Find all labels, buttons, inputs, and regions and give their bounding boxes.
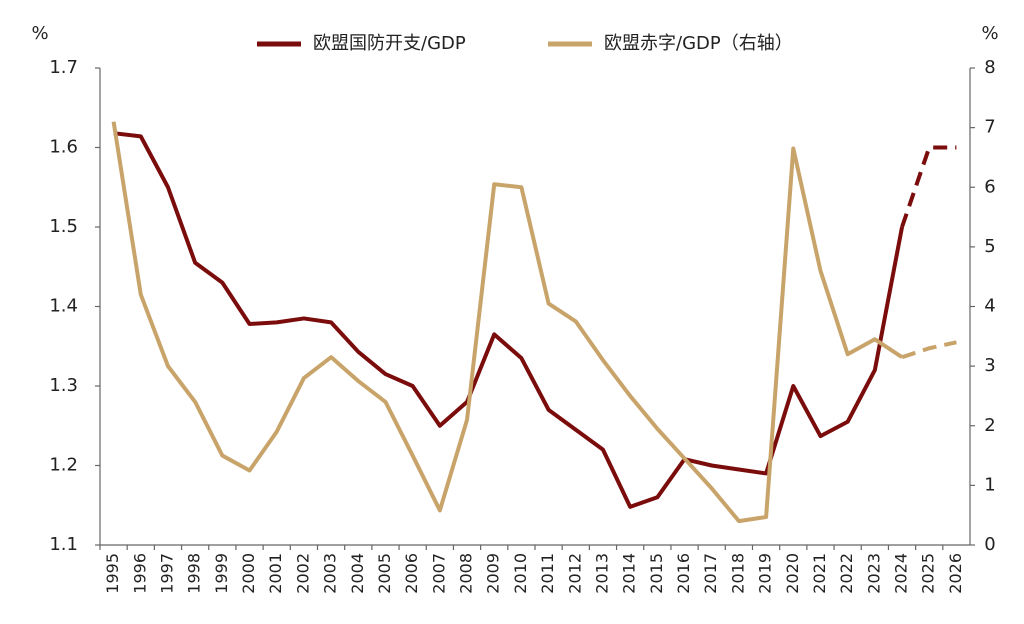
y-tick-label: 1.5 — [49, 216, 78, 237]
y2-tick-label: 6 — [984, 176, 995, 197]
y2-unit: % — [981, 23, 998, 44]
x-tick-label: 2020 — [783, 553, 802, 594]
x-tick-label: 2014 — [620, 553, 639, 594]
x-tick-label: 2025 — [919, 553, 938, 594]
x-tick-label: 2021 — [810, 553, 829, 594]
y2-tick-label: 1 — [984, 474, 995, 495]
y2-tick-label: 2 — [984, 415, 995, 436]
x-tick-label: 2015 — [647, 553, 666, 594]
y2-tick-label: 3 — [984, 355, 995, 376]
x-tick-label: 2005 — [375, 553, 394, 594]
x-tick-label: 2018 — [728, 553, 747, 594]
x-tick-label: 2002 — [293, 553, 312, 594]
y-unit: % — [31, 23, 48, 44]
legend-label: 欧盟赤字/GDP（右轴） — [604, 33, 793, 54]
x-tick-label: 2019 — [756, 553, 775, 594]
x-tick-label: 2013 — [592, 553, 611, 594]
y-tick-label: 1.6 — [49, 137, 78, 158]
y-tick-label: 1.2 — [49, 455, 78, 476]
x-tick-label: 2001 — [266, 553, 285, 594]
x-tick-label: 2011 — [538, 553, 557, 594]
y-tick-label: 1.7 — [49, 57, 78, 78]
y-tick-label: 1.4 — [49, 296, 78, 317]
x-tick-label: 2000 — [239, 553, 258, 594]
series-line — [113, 131, 904, 509]
x-tick-label: 1997 — [157, 553, 176, 594]
x-tick-label: 2003 — [321, 553, 340, 594]
y-tick-label: 1.1 — [49, 534, 78, 555]
x-tick-label: 2017 — [701, 553, 720, 594]
x-tick-label: 2008 — [457, 553, 476, 594]
series-line-dashed — [901, 340, 957, 360]
x-tick-label: 2023 — [864, 553, 883, 594]
series-line — [111, 121, 904, 524]
x-tick-label: 2026 — [946, 553, 965, 594]
x-tick-label: 2016 — [674, 553, 693, 594]
x-tick-label: 2006 — [402, 553, 421, 594]
y2-tick-label: 0 — [984, 534, 995, 555]
series-line-dashed — [900, 145, 957, 228]
x-tick-label: 2012 — [565, 553, 584, 594]
y2-tick-label: 4 — [984, 296, 995, 317]
x-tick-label: 2024 — [892, 553, 911, 594]
y-tick-label: 1.3 — [49, 375, 78, 396]
x-tick-label: 2022 — [837, 553, 856, 594]
legend-label: 欧盟国防开支/GDP — [313, 33, 466, 54]
x-tick-label: 1999 — [212, 553, 231, 594]
x-tick-label: 1996 — [130, 553, 149, 594]
y2-tick-label: 8 — [984, 57, 995, 78]
x-tick-label: 1995 — [103, 553, 122, 594]
x-tick-label: 2009 — [484, 553, 503, 594]
x-tick-label: 2007 — [429, 553, 448, 594]
x-tick-label: 2010 — [511, 553, 530, 594]
x-tick-label: 1998 — [185, 553, 204, 594]
y2-tick-label: 7 — [984, 117, 995, 138]
x-tick-label: 2004 — [348, 553, 367, 594]
y2-tick-label: 5 — [984, 236, 995, 257]
